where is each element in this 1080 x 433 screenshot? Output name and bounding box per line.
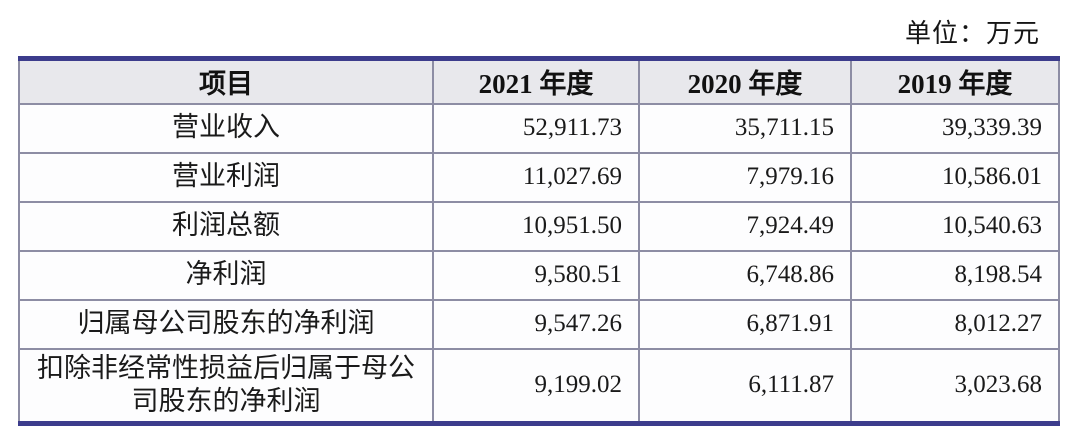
row-label: 利润总额	[18, 200, 434, 252]
table-row: 扣除非经常性损益后归属于母公司股东的净利润 9,199.02 6,111.87 …	[18, 347, 1060, 425]
table-header-row: 项目 2021 年度 2020 年度 2019 年度	[18, 57, 1060, 105]
cell-value: 10,586.01	[850, 151, 1060, 203]
cell-value: 9,547.26	[432, 298, 640, 350]
cell-value: 3,023.68	[850, 347, 1060, 425]
table-row: 归属母公司股东的净利润 9,547.26 6,871.91 8,012.27	[18, 298, 1060, 350]
column-header-2021: 2021 年度	[432, 57, 640, 105]
cell-value: 11,027.69	[432, 151, 640, 203]
column-header-item: 项目	[18, 57, 434, 105]
cell-value: 7,924.49	[638, 200, 852, 252]
row-label: 净利润	[18, 249, 434, 301]
cell-value: 9,580.51	[432, 249, 640, 301]
row-label: 营业利润	[18, 151, 434, 203]
unit-label: 单位：万元	[904, 19, 1040, 48]
row-label: 营业收入	[18, 102, 434, 154]
cell-value: 6,111.87	[638, 347, 852, 425]
cell-value: 10,540.63	[850, 200, 1060, 252]
cell-value: 8,198.54	[850, 249, 1060, 301]
cell-value: 6,871.91	[638, 298, 852, 350]
cell-value: 10,951.50	[432, 200, 640, 252]
table-row: 净利润 9,580.51 6,748.86 8,198.54	[18, 249, 1060, 301]
cell-value: 7,979.16	[638, 151, 852, 203]
table-row: 营业收入 52,911.73 35,711.15 39,339.39	[18, 102, 1060, 154]
cell-value: 39,339.39	[850, 102, 1060, 154]
column-header-2020: 2020 年度	[638, 57, 852, 105]
column-header-2019: 2019 年度	[850, 57, 1060, 105]
cell-value: 8,012.27	[850, 298, 1060, 350]
table-row: 利润总额 10,951.50 7,924.49 10,540.63	[18, 200, 1060, 252]
cell-value: 35,711.15	[638, 102, 852, 154]
financial-table: 项目 2021 年度 2020 年度 2019 年度 营业收入 52,911.7…	[18, 56, 1060, 426]
row-label: 归属母公司股东的净利润	[18, 298, 434, 350]
cell-value: 9,199.02	[432, 347, 640, 425]
cell-value: 6,748.86	[638, 249, 852, 301]
row-label: 扣除非经常性损益后归属于母公司股东的净利润	[18, 347, 434, 425]
table-row: 营业利润 11,027.69 7,979.16 10,586.01	[18, 151, 1060, 203]
cell-value: 52,911.73	[432, 102, 640, 154]
